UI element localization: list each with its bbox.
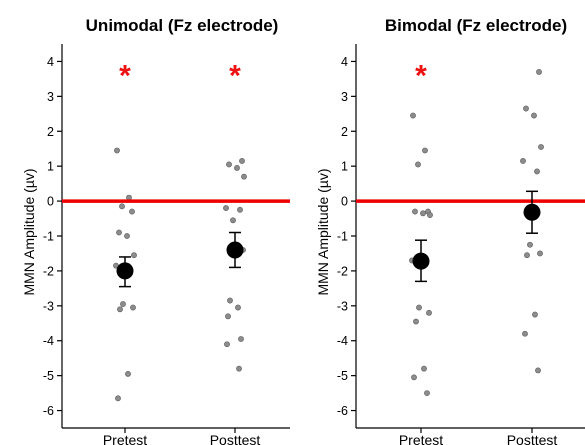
- y-tick-label: 0: [341, 195, 348, 209]
- data-point: [125, 370, 131, 377]
- data-point: [411, 374, 417, 381]
- y-tick-label: -5: [43, 369, 54, 383]
- y-tick-label: 3: [47, 90, 54, 104]
- x-tick-label: Pretest: [103, 432, 147, 445]
- data-point: [131, 252, 137, 259]
- data-point: [114, 147, 120, 154]
- panel-bimodal: Bimodal (Fz electrode) MMN Amplitude (µv…: [315, 16, 585, 445]
- data-point: [237, 206, 243, 213]
- x-tick-label: Pretest: [399, 432, 443, 445]
- data-point: [236, 365, 242, 372]
- data-point: [424, 390, 430, 396]
- data-point: [537, 250, 543, 257]
- y-tick-label: 1: [47, 160, 54, 174]
- y-tick-label: -4: [337, 334, 348, 348]
- y-tick-label: 2: [47, 125, 54, 139]
- data-point: [234, 165, 240, 171]
- significance-star: *: [229, 59, 241, 92]
- data-point: [416, 304, 422, 311]
- data-point: [520, 158, 526, 164]
- panel-title: Bimodal (Fz electrode): [385, 16, 567, 35]
- data-point: [124, 233, 130, 239]
- panel-title: Unimodal (Fz electrode): [86, 16, 279, 35]
- mean-marker: [116, 262, 134, 280]
- panel-unimodal: Unimodal (Fz electrode) MMN Amplitude (µ…: [21, 16, 290, 445]
- data-point: [116, 229, 122, 236]
- data-point: [522, 330, 528, 337]
- y-tick-label: -2: [337, 264, 348, 278]
- data-point: [226, 161, 232, 168]
- data-point: [535, 367, 541, 374]
- data-point: [527, 241, 533, 248]
- data-point: [412, 208, 418, 215]
- plot-area-unimodal: 4 3 2 1 0 -1 -2 -3 -4 -5 -6 Pretest Posttest * *: [43, 44, 290, 445]
- data-point: [227, 297, 233, 304]
- data-point: [415, 161, 421, 168]
- y-tick-label: -3: [43, 299, 54, 313]
- plot-area-bimodal: 4 3 2 1 0 -1 -2 -3 -4 -5 -6 Pretest Posttest *: [337, 44, 585, 445]
- data-point: [420, 210, 426, 217]
- significance-star: *: [415, 59, 427, 92]
- data-point: [532, 311, 538, 318]
- data-point: [531, 112, 537, 119]
- data-point: [120, 301, 126, 307]
- y-tick-label: -4: [43, 334, 54, 348]
- y-tick-label: 4: [341, 55, 348, 69]
- y-tick-label: -1: [43, 230, 54, 244]
- data-point: [523, 105, 529, 112]
- x-tick-label: Posttest: [507, 432, 558, 445]
- data-point: [235, 304, 241, 311]
- x-tick-label: Posttest: [210, 432, 261, 445]
- mean-marker: [226, 241, 244, 259]
- data-point: [536, 69, 542, 75]
- y-tick-label: -3: [337, 299, 348, 313]
- y-tick-label: -6: [337, 404, 348, 418]
- data-point: [223, 205, 229, 211]
- data-point: [238, 336, 244, 342]
- y-tick-label: 1: [341, 160, 348, 174]
- data-point: [422, 147, 428, 154]
- y-tick-label: 2: [341, 125, 348, 139]
- significance-star: *: [119, 59, 131, 92]
- data-point: [224, 341, 230, 348]
- y-axis-label: MMN Amplitude (µv): [21, 168, 37, 295]
- data-point: [410, 112, 416, 119]
- data-point: [534, 168, 540, 175]
- y-tick-label: -2: [43, 264, 54, 278]
- data-point: [524, 252, 530, 259]
- data-point: [230, 217, 236, 224]
- y-tick-label: 3: [341, 90, 348, 104]
- mean-marker: [412, 252, 430, 270]
- y-tick-label: -1: [337, 230, 348, 244]
- data-point: [119, 203, 125, 210]
- mean-marker: [523, 203, 541, 221]
- data-point: [225, 313, 231, 320]
- data-point: [421, 365, 427, 372]
- data-point: [413, 318, 419, 325]
- data-point: [239, 158, 245, 164]
- data-point: [426, 309, 432, 316]
- y-tick-label: 0: [47, 195, 54, 209]
- data-point: [538, 144, 544, 150]
- data-point: [117, 306, 123, 313]
- y-tick-label: -6: [43, 404, 54, 418]
- data-point: [115, 395, 121, 402]
- y-tick-label: 4: [47, 55, 54, 69]
- y-tick-label: -5: [337, 369, 348, 383]
- data-point: [130, 304, 136, 311]
- data-point: [427, 212, 433, 218]
- data-point: [241, 173, 247, 180]
- y-axis-label: MMN Amplitude (µv): [315, 168, 331, 295]
- data-point: [129, 208, 135, 215]
